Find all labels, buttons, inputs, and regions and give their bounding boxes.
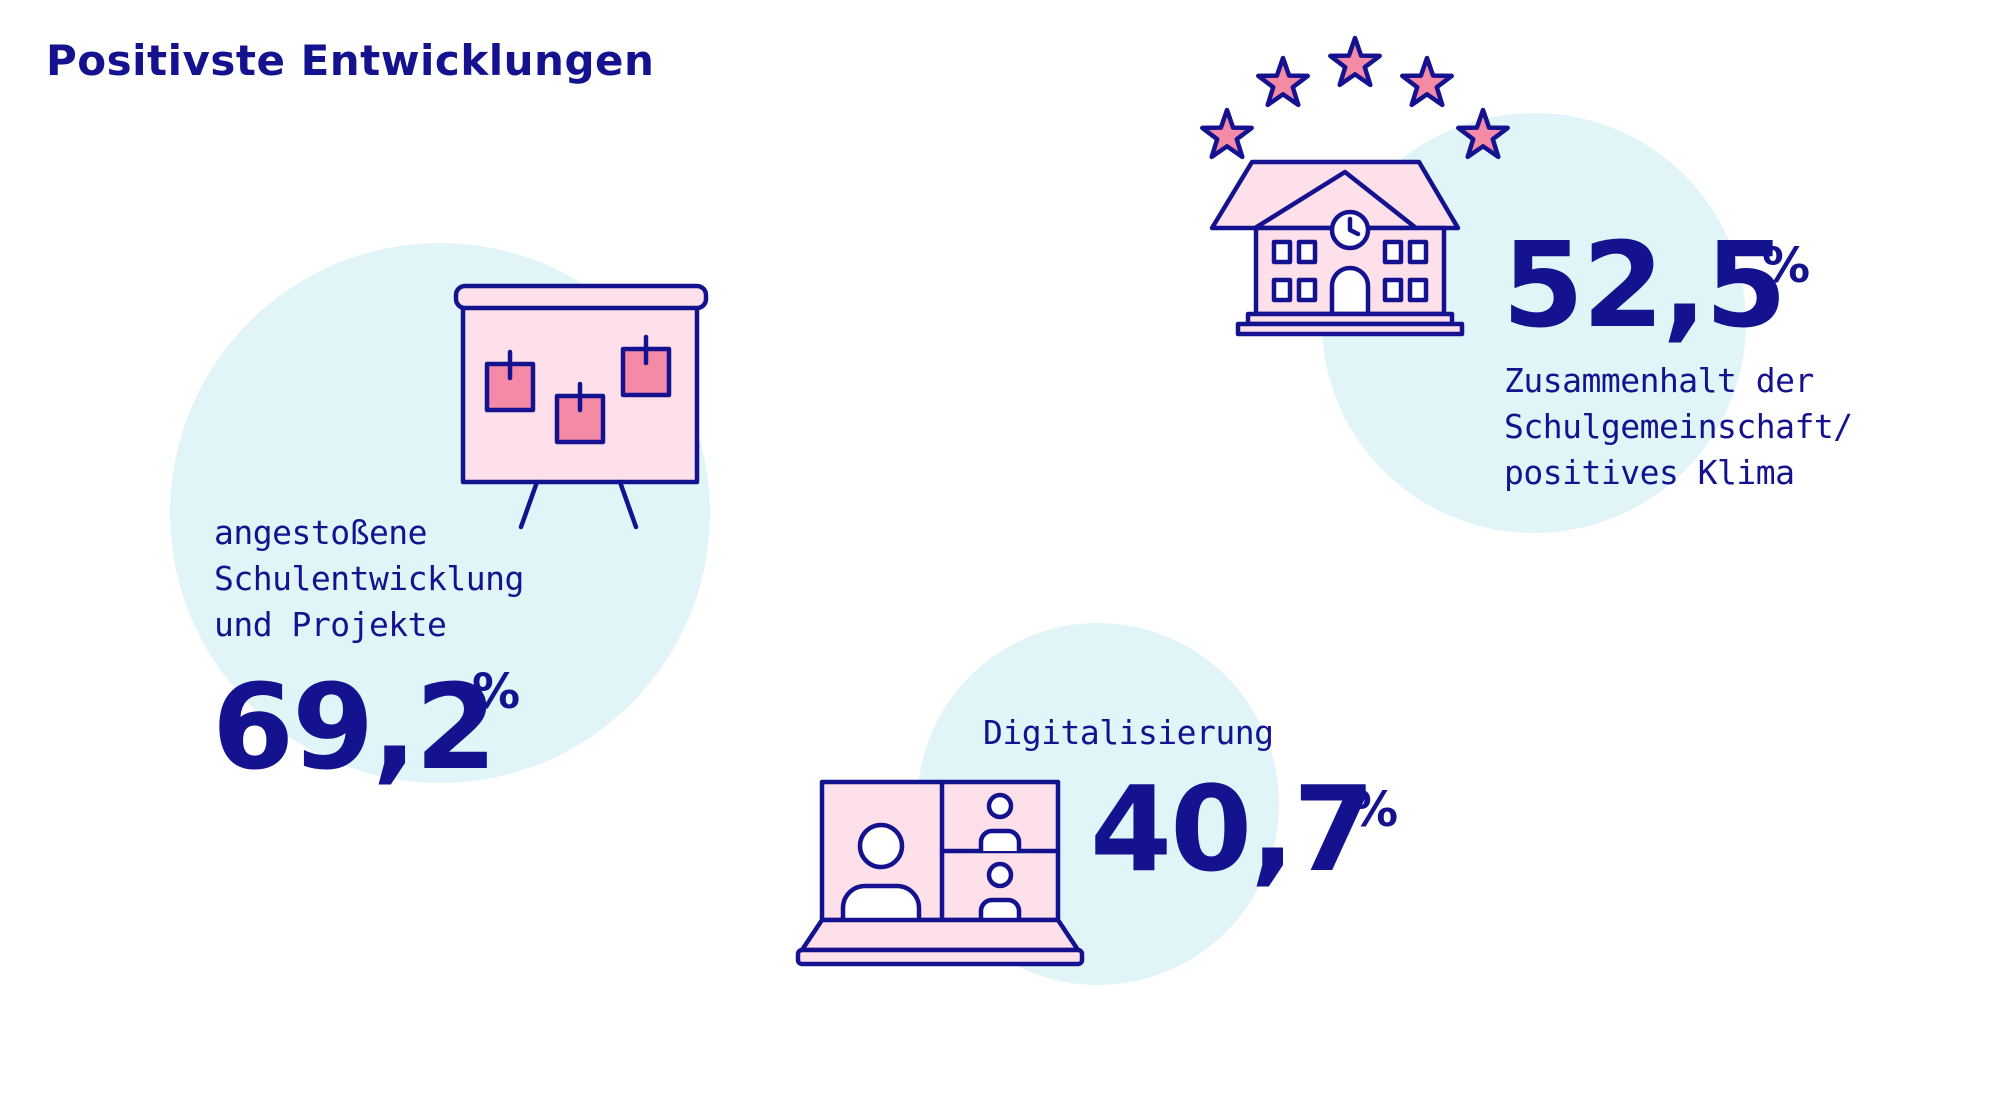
- unit-zusammenhalt: %: [1762, 238, 1811, 294]
- label-line: Schulgemeinschaft/: [1504, 407, 1853, 446]
- school-building-icon: [1200, 35, 1510, 337]
- user-icon: [978, 828, 1022, 854]
- label-line: Zusammenhalt der: [1504, 361, 1814, 400]
- value-schulentwicklung: 69,2: [212, 658, 497, 796]
- star-icon: [1256, 55, 1310, 108]
- unit-digitalisierung: %: [1350, 782, 1399, 838]
- star-icon: [1200, 107, 1254, 160]
- user-icon: [840, 883, 922, 923]
- label-line: positives Klima: [1504, 453, 1795, 492]
- label-digitalisierung: Digitalisierung: [983, 710, 1274, 756]
- presentation-board-icon: [453, 283, 709, 530]
- label-line: Schulentwicklung: [214, 559, 524, 598]
- video-call-laptop-icon: [795, 779, 1085, 967]
- value-zusammenhalt: 52,5: [1502, 216, 1787, 354]
- star-icon: [1328, 35, 1382, 88]
- label-schulentwicklung: angestoßene Schulentwicklung und Projekt…: [214, 510, 524, 648]
- user-icon: [986, 861, 1014, 889]
- star-icon: [1400, 55, 1454, 108]
- user-icon: [857, 822, 905, 870]
- star-icon: [1456, 107, 1510, 160]
- user-icon: [978, 897, 1022, 923]
- label-line: und Projekte: [214, 605, 447, 644]
- label-line: Digitalisierung: [983, 713, 1274, 752]
- unit-schulentwicklung: %: [472, 664, 521, 720]
- page-title: Positivste Entwicklungen: [46, 36, 655, 85]
- label-zusammenhalt: Zusammenhalt der Schulgemeinschaft/ posi…: [1504, 358, 1853, 496]
- label-line: angestoßene: [214, 513, 428, 552]
- value-digitalisierung: 40,7: [1090, 760, 1375, 898]
- user-icon: [986, 792, 1014, 820]
